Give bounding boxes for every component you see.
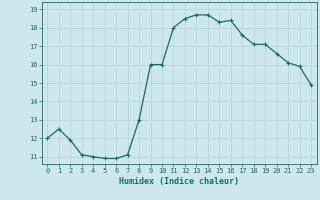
X-axis label: Humidex (Indice chaleur): Humidex (Indice chaleur): [119, 177, 239, 186]
